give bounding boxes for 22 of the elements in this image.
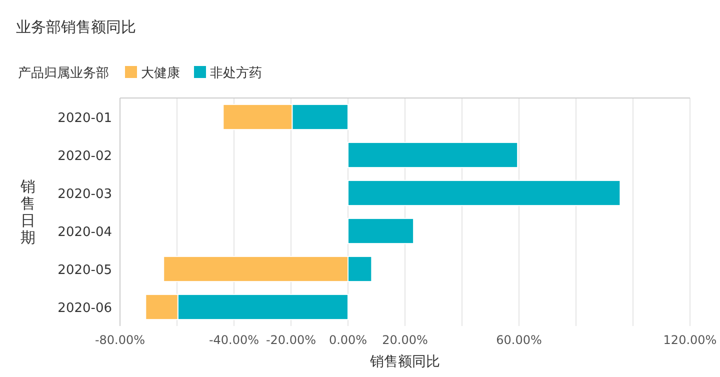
y-tick-label: 2020-03	[58, 187, 112, 202]
y-tick-label: 2020-06	[58, 301, 112, 316]
x-tick-label: -40.00%	[208, 333, 260, 347]
x-tick-label: -20.00%	[266, 333, 316, 347]
y-tick-label: 2020-05	[58, 263, 112, 278]
legend-label: 非处方药	[210, 65, 262, 81]
x-tick-label: 60.00%	[496, 333, 542, 347]
legend-label: 大健康	[141, 66, 180, 81]
x-tick-label: 0.00%	[328, 333, 368, 347]
chart-title: 业务部销售额同比	[16, 18, 136, 36]
bar	[348, 142, 518, 168]
x-tick-label: 20.00%	[382, 333, 428, 347]
y-tick-label: 2020-02	[58, 149, 112, 164]
y-tick-label: 2020-04	[58, 225, 112, 240]
x-tick-label: 120.00%	[663, 333, 717, 347]
y-tick-label: 2020-01	[58, 111, 112, 126]
x-axis-title: 销售额同比	[369, 354, 440, 370]
y-axis-title: 销售日期	[20, 178, 36, 246]
x-tick-label: -80.00%	[94, 333, 146, 347]
legend-title: 产品归属业务部	[18, 66, 109, 81]
bar	[348, 180, 621, 206]
bar	[348, 218, 414, 244]
